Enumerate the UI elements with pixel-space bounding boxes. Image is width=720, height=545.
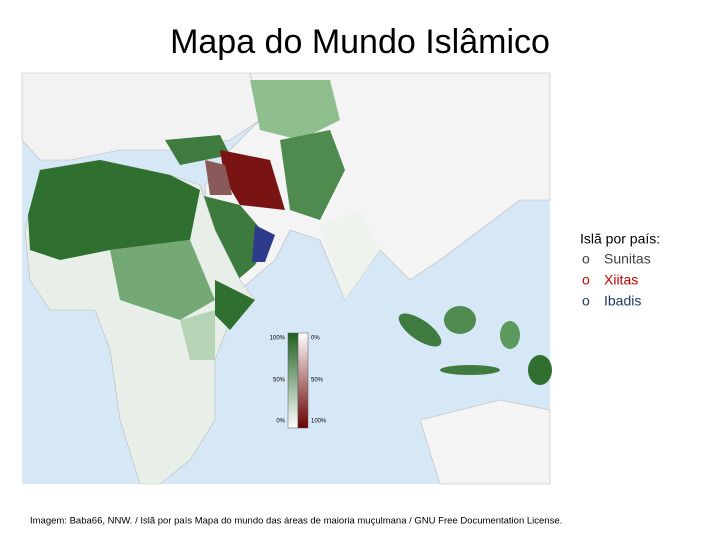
scale-label: 100% [311, 419, 327, 425]
map-scale: 100% 50% 0% 0% 50% 100% [270, 336, 327, 425]
scale-label: 0% [276, 419, 285, 425]
legend-marker: o [582, 251, 590, 267]
legend-heading: Islã por país: [580, 231, 660, 247]
legend-marker: o [582, 293, 590, 309]
map [21, 72, 552, 485]
scale-label: 50% [273, 378, 286, 384]
legend-label: Xiitas [604, 272, 638, 288]
legend-marker: o [582, 272, 590, 288]
legend-label: Sunitas [604, 251, 651, 267]
scale-label: 0% [311, 336, 320, 342]
legend-label: Ibadis [604, 293, 641, 309]
slide-title: Mapa do Mundo Islâmico [170, 23, 550, 61]
caption: Imagem: Baba66, NNW. / Islã por país Map… [30, 516, 562, 527]
scale-label: 100% [270, 336, 286, 342]
scale-label: 50% [311, 378, 324, 384]
